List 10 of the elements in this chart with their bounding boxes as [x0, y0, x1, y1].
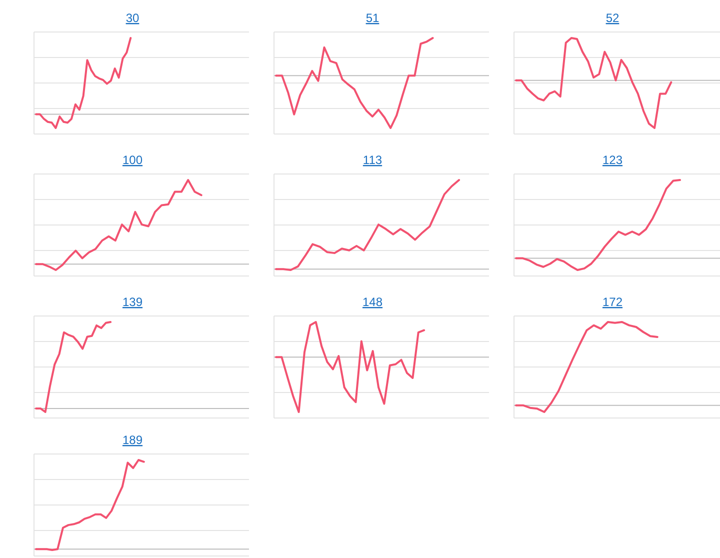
- chart-title: 30: [126, 11, 140, 25]
- chart-title: 148: [362, 295, 383, 309]
- chart-title: 100: [122, 153, 143, 167]
- chart-title: 172: [602, 295, 623, 309]
- chart-title: 123: [602, 153, 623, 167]
- chart-title: 51: [366, 11, 380, 25]
- chart-title: 189: [122, 433, 143, 447]
- chart-title: 139: [122, 295, 143, 309]
- chart-title: 113: [362, 153, 382, 167]
- chart-title: 52: [606, 11, 620, 25]
